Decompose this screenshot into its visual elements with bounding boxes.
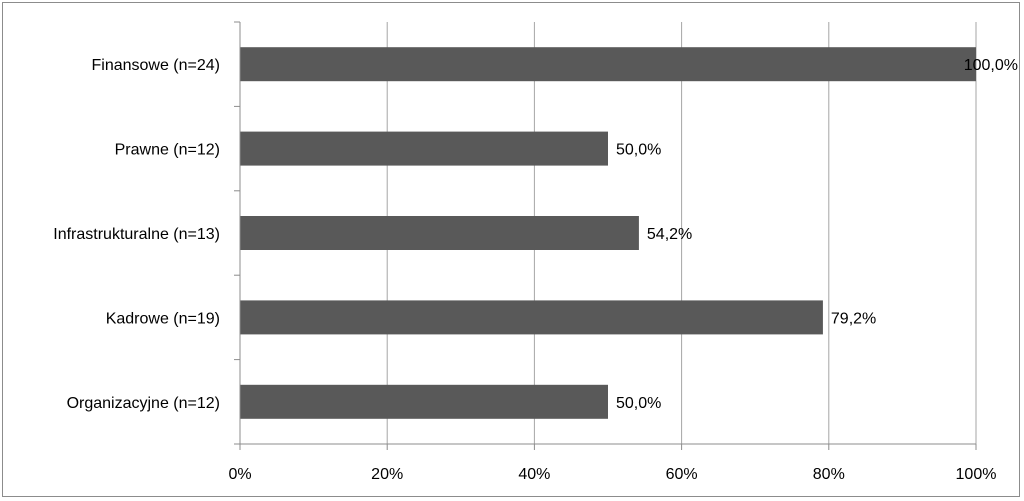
bar-1	[240, 47, 976, 82]
x-tick-label: 0%	[228, 466, 251, 483]
bar-4	[240, 300, 823, 335]
data-label: 54,2%	[647, 226, 692, 243]
bar-5	[240, 384, 608, 419]
bar-2	[240, 131, 608, 166]
bar-3	[240, 216, 639, 250]
labels: 0% 20% 40% 60% 80% 100% Finansowe (n=24) Prawne…	[53, 57, 1018, 483]
bars	[240, 47, 976, 419]
category-label: Infrastrukturalne (n=13)	[53, 226, 220, 243]
data-label: 79,2%	[831, 310, 876, 327]
category-label: Finansowe (n=24)	[91, 57, 220, 74]
category-label: Kadrowe (n=19)	[106, 310, 220, 327]
category-label: Prawne (n=12)	[115, 142, 220, 159]
x-tick-label: 100%	[956, 466, 997, 483]
data-label: 50,0%	[616, 142, 661, 159]
axes	[234, 21, 977, 450]
x-tick-label: 40%	[518, 466, 550, 483]
x-tick-label: 60%	[666, 466, 698, 483]
x-tick-label: 80%	[813, 466, 845, 483]
data-label: 100,0%	[964, 57, 1018, 74]
x-tick-label: 20%	[371, 466, 403, 483]
category-label: Organizacyjne (n=12)	[67, 395, 220, 412]
data-label: 50,0%	[616, 395, 661, 412]
